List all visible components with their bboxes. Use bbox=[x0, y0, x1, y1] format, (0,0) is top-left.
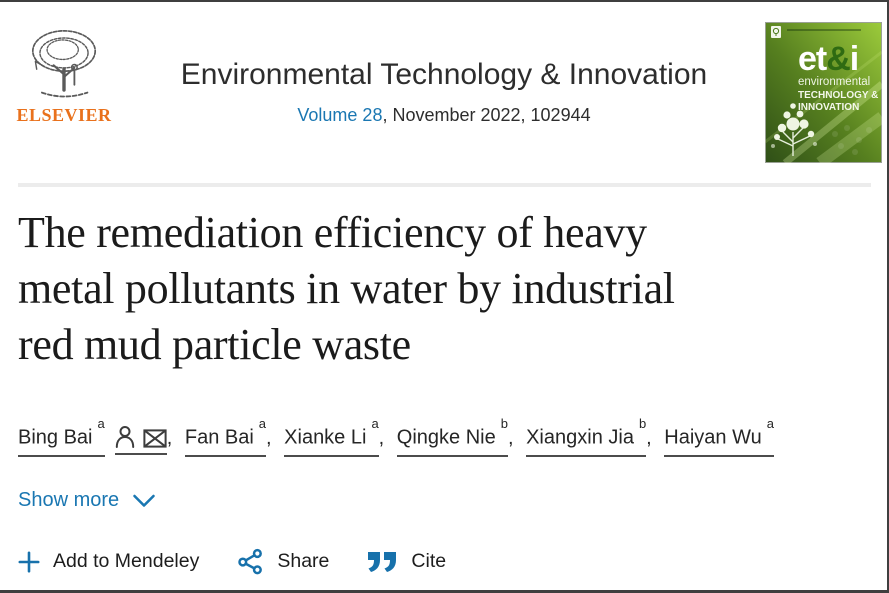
journal-cover-image[interactable]: et&i environmental TECHNOLOGY & INNOVATI… bbox=[765, 22, 882, 163]
header-divider bbox=[18, 183, 871, 187]
author-link-haiyan-wu[interactable]: Haiyan Wu a bbox=[664, 416, 774, 457]
author-affiliation-sup: a bbox=[766, 416, 774, 431]
author-list: Bing Bai a, Fan Bai a, Xianke Li a, Qingke … bbox=[18, 416, 774, 457]
add-to-mendeley-button[interactable]: Add to Mendeley bbox=[18, 550, 199, 573]
person-icon[interactable] bbox=[115, 425, 135, 448]
corresponding-author-links[interactable] bbox=[114, 425, 167, 455]
publisher-name: ELSEVIER bbox=[16, 105, 112, 125]
author-separator: , bbox=[266, 426, 272, 449]
author-separator: , bbox=[166, 426, 173, 449]
cover-mini-elsevier-mark bbox=[771, 26, 781, 38]
share-label: Share bbox=[277, 550, 330, 572]
author-separator: , bbox=[646, 426, 652, 449]
issue-line: Volume 28, November 2022, 102944 bbox=[120, 105, 768, 126]
share-icon bbox=[238, 548, 263, 575]
article-title: The remediation efficiency of heavy meta… bbox=[18, 205, 878, 373]
cover-dot-tree-graphic bbox=[771, 103, 872, 156]
author-separator: , bbox=[507, 426, 514, 449]
elsevier-logo[interactable]: ELSEVIER bbox=[16, 26, 112, 126]
share-button[interactable]: Share bbox=[237, 548, 329, 575]
article-title-line: red mud particle waste bbox=[18, 320, 411, 369]
cover-masthead-amp: & bbox=[826, 40, 850, 78]
author-affiliation-sup: a bbox=[97, 416, 105, 431]
author-name: Fan Bai bbox=[184, 426, 254, 449]
author-name: Bing Bai bbox=[18, 426, 93, 449]
author-name: Xianke Li bbox=[284, 426, 367, 449]
cite-quote-icon bbox=[368, 551, 397, 572]
author-link-xianke-li[interactable]: Xianke Li a bbox=[284, 416, 379, 457]
show-more-label: Show more bbox=[18, 489, 120, 511]
author-affiliation-sup: a bbox=[258, 416, 267, 431]
envelope-icon[interactable] bbox=[143, 429, 167, 448]
author-name: Xiangxin Jia bbox=[526, 426, 634, 449]
author-affiliation-sup: b bbox=[638, 416, 647, 431]
svg-text:et&i: et&i bbox=[798, 40, 858, 78]
author-affiliation-sup: b bbox=[500, 416, 508, 431]
cover-top-text-strip bbox=[787, 29, 861, 31]
author-link-fan-bai[interactable]: Fan Bai a bbox=[184, 416, 267, 457]
plus-icon bbox=[18, 551, 40, 572]
author-link-qingke-nie[interactable]: Qingke Nie b bbox=[396, 416, 508, 457]
cover-masthead-et: et bbox=[798, 40, 827, 78]
journal-title-link[interactable]: Environmental Technology & Innovation bbox=[180, 58, 708, 91]
cover-subtitle-2: TECHNOLOGY & bbox=[798, 90, 878, 101]
article-title-line: metal pollutants in water by industrial bbox=[18, 264, 675, 313]
volume-link[interactable]: Volume 28 bbox=[297, 105, 383, 125]
article-title-line: The remediation efficiency of heavy bbox=[18, 208, 647, 257]
author-affiliation-sup: a bbox=[371, 416, 379, 431]
cite-label: Cite bbox=[411, 550, 447, 572]
chevron-down-icon bbox=[133, 494, 155, 507]
cover-subtitle-1: environmental bbox=[798, 76, 870, 88]
journal-banner: Environmental Technology & Innovation Vo… bbox=[120, 58, 768, 126]
author-separator: , bbox=[378, 426, 385, 449]
cite-button[interactable]: Cite bbox=[367, 550, 446, 573]
author-link-bing-bai[interactable]: Bing Bai a bbox=[18, 416, 105, 457]
issue-info: , November 2022, 102944 bbox=[382, 105, 591, 125]
author-name: Qingke Nie bbox=[396, 426, 496, 449]
add-to-mendeley-label: Add to Mendeley bbox=[53, 550, 200, 572]
cover-subtitle-3: INNOVATION bbox=[798, 102, 859, 113]
action-bar: Add to Mendeley Share Cite bbox=[18, 548, 446, 575]
show-more-button[interactable]: Show more bbox=[18, 489, 156, 512]
cover-masthead-i: i bbox=[850, 40, 858, 78]
author-name: Haiyan Wu bbox=[664, 426, 762, 449]
elsevier-tree-icon bbox=[31, 30, 97, 98]
author-link-xiangxin-jia[interactable]: Xiangxin Jia b bbox=[526, 416, 647, 457]
